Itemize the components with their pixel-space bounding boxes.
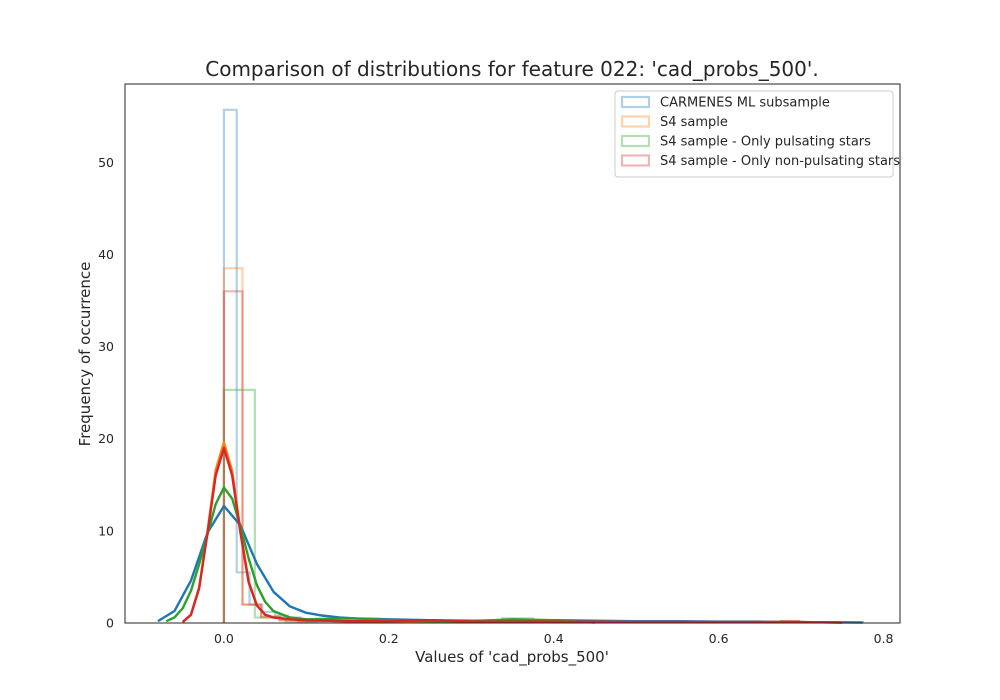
y-tick-label: 30 <box>98 339 114 354</box>
histogram-series-2 <box>222 267 819 624</box>
x-axis-label: Values of 'cad_probs_500' <box>415 648 609 667</box>
legend-swatch <box>620 95 651 109</box>
legend-entry-label: CARMENES ML subsample <box>660 96 830 111</box>
kde-series-3 <box>165 486 596 624</box>
legend-entry-label: S4 sample <box>660 115 728 130</box>
y-tick-label: 10 <box>98 523 114 538</box>
kde-layer <box>157 441 863 624</box>
y-tick-label: 20 <box>98 431 114 446</box>
x-tick-label: 0.2 <box>379 631 399 646</box>
x-axis-ticks: 0.0 0.2 0.4 0.6 0.8 <box>214 631 894 646</box>
legend-swatch <box>620 134 651 148</box>
plot-frame <box>124 83 901 624</box>
histogram-layer <box>222 108 864 624</box>
legend-swatch <box>620 115 651 128</box>
histogram-series-3 <box>222 388 566 624</box>
legend-box <box>614 90 894 178</box>
legend: CARMENES ML subsample S4 sample S4 sample … <box>614 90 900 178</box>
y-tick-label: 40 <box>98 247 114 262</box>
y-tick-label: 50 <box>98 155 114 170</box>
plot-area <box>124 83 901 624</box>
y-axis-ticks: 0 10 20 30 40 50 <box>98 155 114 631</box>
chart-title: Comparison of distributions for feature … <box>205 57 819 81</box>
kde-series-1 <box>157 504 863 624</box>
legend-swatch <box>620 154 651 167</box>
x-tick-label: 0.6 <box>709 631 729 646</box>
histogram-series-4 <box>222 290 819 624</box>
legend-entry-label: S4 sample - Only non-pulsating stars <box>660 154 900 169</box>
y-tick-label: 0 <box>106 616 114 631</box>
y-axis-label: Frequency of occurrence <box>76 262 94 447</box>
x-tick-label: 0.0 <box>214 631 234 646</box>
kde-series-4 <box>181 446 843 624</box>
x-tick-label: 0.4 <box>544 631 564 646</box>
x-tick-label: 0.8 <box>874 631 894 646</box>
histogram-series-1 <box>222 108 864 624</box>
legend-entry-label: S4 sample - Only pulsating stars <box>660 135 871 150</box>
kde-series-2 <box>181 441 843 624</box>
